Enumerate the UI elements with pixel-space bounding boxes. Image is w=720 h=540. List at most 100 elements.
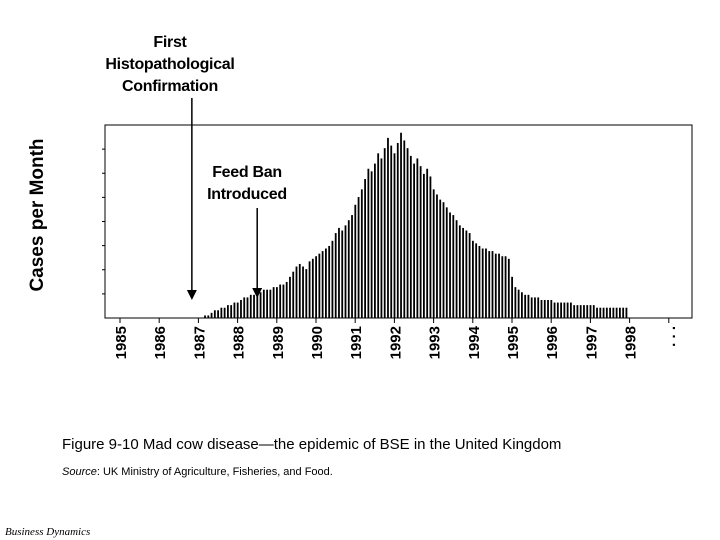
bar bbox=[311, 258, 314, 318]
bar bbox=[524, 294, 527, 318]
y-axis-label: Cases per Month bbox=[27, 138, 48, 292]
bar bbox=[383, 148, 386, 318]
bar bbox=[543, 299, 546, 318]
bar bbox=[612, 307, 615, 318]
bar bbox=[553, 302, 556, 318]
bar bbox=[547, 299, 549, 318]
bar bbox=[436, 194, 438, 318]
bar bbox=[468, 233, 471, 318]
bar bbox=[560, 302, 562, 318]
bar bbox=[449, 212, 451, 318]
x-tick-label: 1995 bbox=[505, 326, 522, 359]
bar bbox=[573, 305, 576, 318]
bar bbox=[338, 227, 340, 318]
bar bbox=[550, 299, 553, 318]
bar bbox=[279, 284, 282, 318]
bar bbox=[589, 305, 592, 318]
x-tick-label: 1987 bbox=[191, 326, 208, 359]
bar bbox=[230, 305, 233, 318]
bar bbox=[527, 294, 530, 318]
bar bbox=[442, 202, 445, 318]
bar bbox=[249, 294, 252, 318]
bar bbox=[370, 171, 373, 318]
bar bbox=[393, 153, 396, 318]
bar bbox=[429, 176, 432, 318]
bar bbox=[498, 253, 500, 318]
bar bbox=[387, 137, 389, 318]
bar bbox=[240, 299, 242, 318]
bar bbox=[305, 269, 308, 318]
bar bbox=[426, 168, 429, 318]
bar bbox=[563, 302, 566, 318]
bar bbox=[478, 245, 481, 318]
bar bbox=[266, 289, 268, 318]
bar bbox=[592, 305, 595, 318]
bar bbox=[576, 305, 579, 318]
bar bbox=[396, 143, 399, 318]
bar bbox=[458, 225, 461, 318]
bar bbox=[321, 251, 324, 318]
bar bbox=[507, 258, 510, 318]
x-tick-label: 1986 bbox=[152, 326, 169, 359]
bar bbox=[390, 145, 393, 318]
bar bbox=[602, 307, 605, 318]
bar bbox=[298, 263, 301, 318]
annotation-line: Feed Ban bbox=[212, 164, 282, 181]
bar bbox=[282, 284, 285, 318]
bar bbox=[540, 299, 543, 318]
annotation-line: Confirmation bbox=[122, 78, 218, 95]
annotation-first-histopathological-confirmation: First Histopathological Confirmation bbox=[80, 32, 260, 98]
bar bbox=[485, 248, 487, 318]
bar bbox=[409, 155, 412, 318]
bar bbox=[223, 307, 226, 318]
bar bbox=[452, 215, 455, 318]
bar bbox=[246, 297, 249, 318]
x-tick-label: 1997 bbox=[583, 326, 600, 359]
annotation-line: Introduced bbox=[207, 186, 287, 203]
bar bbox=[302, 266, 304, 318]
bar bbox=[360, 189, 363, 318]
bar bbox=[295, 266, 298, 318]
x-tick-label: 1994 bbox=[466, 325, 483, 359]
bar bbox=[579, 305, 582, 318]
bar bbox=[204, 315, 206, 318]
bar bbox=[354, 204, 357, 318]
bar bbox=[351, 215, 353, 318]
bar bbox=[583, 305, 585, 318]
bar bbox=[357, 197, 360, 318]
bar bbox=[530, 297, 533, 318]
bar bbox=[609, 307, 611, 318]
x-tick-label: 1993 bbox=[427, 326, 444, 359]
bar bbox=[504, 256, 507, 318]
bar bbox=[315, 256, 317, 318]
x-tick-label: 1998 bbox=[623, 326, 640, 359]
annotation-line: First bbox=[153, 34, 187, 51]
bar bbox=[207, 315, 210, 318]
bar bbox=[256, 292, 259, 318]
bar bbox=[220, 307, 223, 318]
x-tick-label: 1988 bbox=[231, 326, 248, 359]
x-tick-label: 1996 bbox=[544, 326, 561, 359]
bar bbox=[439, 199, 442, 318]
bar bbox=[570, 302, 572, 318]
bar bbox=[596, 307, 598, 318]
bar bbox=[364, 179, 366, 318]
bar bbox=[494, 253, 497, 318]
bar bbox=[380, 158, 383, 318]
bar bbox=[406, 148, 409, 318]
bar bbox=[481, 248, 484, 318]
bar bbox=[586, 305, 589, 318]
bar bbox=[419, 166, 422, 318]
bar bbox=[308, 261, 311, 318]
figure-caption: Figure 9-10 Mad cow disease—the epidemic… bbox=[62, 436, 562, 453]
bar bbox=[243, 297, 246, 318]
bar bbox=[344, 225, 347, 318]
bar bbox=[413, 163, 415, 318]
bar bbox=[416, 158, 419, 318]
x-tick-label: 1991 bbox=[348, 326, 365, 359]
bar bbox=[331, 240, 334, 318]
bar bbox=[276, 287, 278, 318]
bar bbox=[236, 302, 239, 318]
bar bbox=[445, 207, 448, 318]
